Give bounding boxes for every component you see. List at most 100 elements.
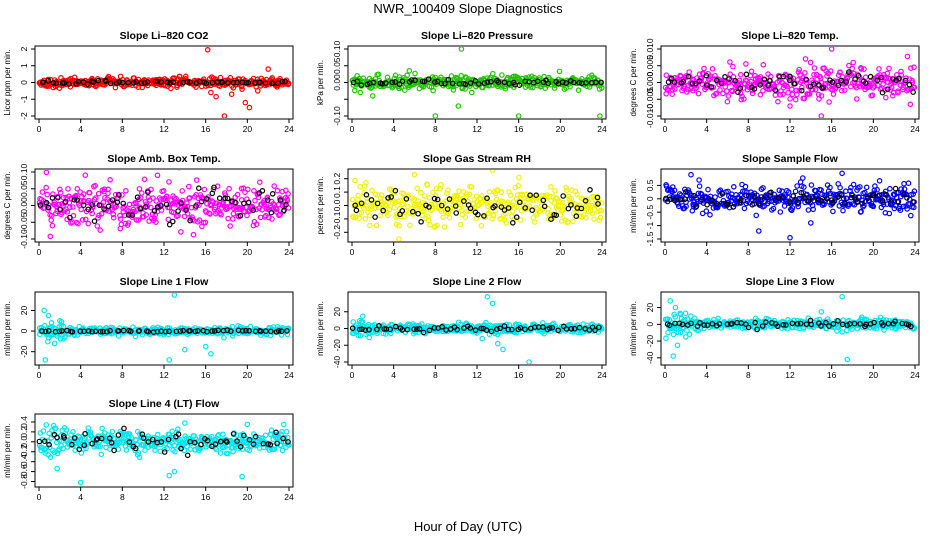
slope-point — [502, 85, 509, 92]
slope-point — [117, 216, 124, 222]
y-axis-label: ml/min per min. — [3, 301, 12, 356]
slope-point — [352, 214, 359, 221]
hourly-mean-point — [92, 328, 99, 335]
x-tick-label: 4 — [78, 492, 83, 502]
slope-point — [598, 85, 605, 91]
hourly-mean-point — [795, 199, 801, 206]
hourly-mean-point — [132, 445, 139, 452]
hourly-mean-point — [358, 200, 365, 207]
x-tick-label: 20 — [869, 370, 879, 380]
slope-point — [138, 195, 144, 201]
hourly-mean-point — [115, 432, 122, 438]
hourly-mean-point — [854, 199, 861, 205]
data-points — [662, 170, 918, 241]
hourly-mean-point — [426, 327, 433, 334]
y-tick-label: 0 — [332, 326, 342, 331]
hourly-mean-point — [730, 204, 737, 210]
hourly-mean-point — [879, 89, 886, 96]
hourly-mean-point — [380, 207, 387, 214]
x-tick-label: 8 — [120, 124, 125, 134]
slope-point — [440, 214, 446, 221]
hourly-mean-point — [798, 189, 805, 196]
hourly-mean-point — [666, 322, 673, 329]
slope-point — [687, 313, 694, 319]
hourly-mean-point — [268, 209, 275, 216]
hourly-mean-point — [285, 439, 291, 445]
hourly-mean-point — [445, 76, 452, 83]
slope-point — [695, 90, 702, 97]
hourly-mean-point — [381, 326, 388, 332]
slope-point — [414, 185, 421, 192]
hourly-mean-point — [138, 80, 145, 87]
hourly-mean-point — [867, 73, 874, 80]
slope-point — [136, 454, 143, 461]
slope-point — [418, 189, 424, 196]
hourly-mean-point — [241, 432, 247, 439]
hourly-mean-point — [713, 77, 720, 84]
slope-point — [468, 184, 475, 190]
hourly-mean-point — [846, 69, 852, 75]
slope-point — [789, 205, 796, 211]
hourly-mean-point — [729, 320, 735, 327]
hourly-mean-point — [438, 202, 445, 209]
slope-point — [268, 427, 275, 434]
hourly-mean-point — [114, 199, 121, 206]
y-tick-label: 0 — [645, 322, 655, 327]
hourly-mean-point — [71, 197, 78, 203]
hourly-mean-point — [257, 79, 263, 86]
slope-point — [52, 425, 59, 432]
slope-point — [841, 87, 848, 94]
slope-point — [148, 204, 154, 211]
slope-point — [253, 206, 259, 213]
slope-point — [349, 213, 356, 220]
y-tick-label: 1 — [19, 63, 29, 68]
hourly-mean-point — [56, 328, 63, 335]
slope-point — [285, 442, 292, 448]
x-tick-label: 16 — [827, 124, 837, 134]
slope-point — [352, 177, 358, 184]
hourly-mean-point — [362, 327, 369, 334]
slope-point — [598, 207, 605, 214]
hourly-mean-point — [513, 214, 520, 221]
panel-title: Slope Amb. Box Temp. — [107, 153, 220, 165]
hourly-mean-point — [89, 440, 96, 447]
panel-title: Slope Li–820 Temp. — [741, 30, 838, 42]
x-tick-label: 16 — [201, 370, 211, 380]
slope-point — [713, 90, 720, 97]
outlier-point — [182, 420, 188, 426]
slope-point — [717, 87, 723, 93]
hourly-mean-point — [42, 328, 49, 335]
slope-point — [350, 319, 357, 325]
hourly-mean-point — [262, 80, 269, 87]
slope-point — [787, 96, 793, 102]
hourly-mean-point — [283, 202, 289, 208]
slope-point — [907, 65, 914, 72]
outlier-point — [494, 340, 501, 347]
slope-point — [701, 65, 707, 72]
hourly-mean-point — [823, 319, 829, 326]
hourly-mean-point — [45, 328, 52, 334]
slope-point — [785, 189, 792, 195]
slope-point — [911, 64, 917, 71]
slope-point — [677, 329, 684, 336]
hourly-mean-point — [387, 326, 394, 333]
slope-point — [196, 202, 202, 209]
slope-point — [559, 199, 566, 206]
hourly-mean-point — [484, 79, 491, 86]
hourly-mean-point — [257, 328, 264, 335]
hourly-mean-point — [167, 80, 174, 86]
hourly-mean-point — [830, 321, 837, 327]
slope-point — [515, 182, 522, 189]
slope-point — [377, 195, 384, 202]
hourly-mean-point — [166, 328, 172, 335]
hourly-mean-point — [203, 196, 210, 202]
hourly-mean-point — [382, 80, 389, 86]
hourly-mean-point — [725, 201, 731, 208]
hourly-mean-point — [109, 197, 116, 203]
hourly-mean-point — [133, 79, 140, 85]
hourly-mean-point — [232, 199, 239, 206]
hourly-mean-point — [446, 196, 453, 202]
slope-point — [597, 82, 604, 88]
slope-point — [910, 191, 917, 197]
slope-point — [884, 70, 891, 77]
